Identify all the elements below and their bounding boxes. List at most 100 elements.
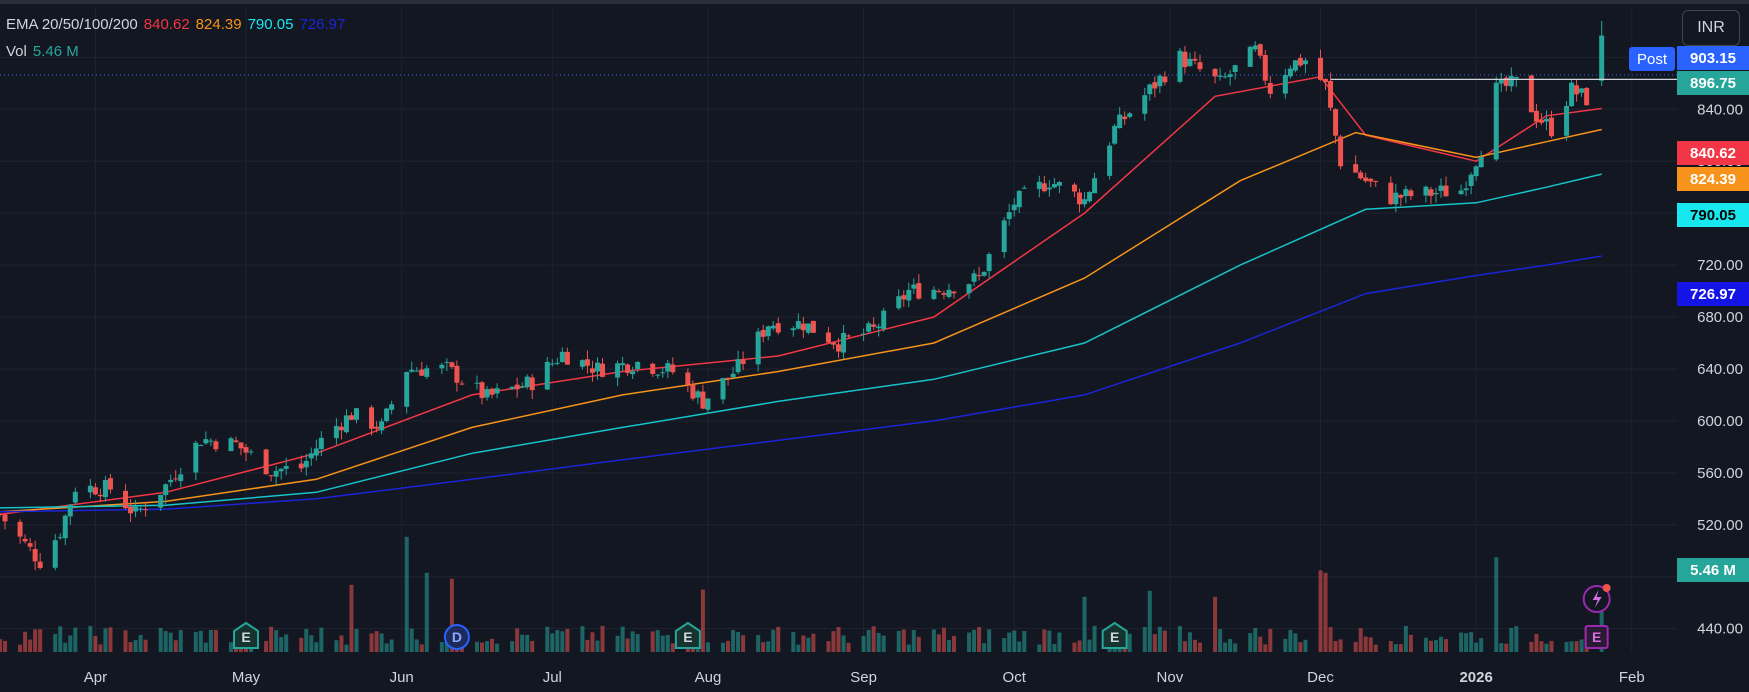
candle-body	[650, 363, 656, 374]
volume-bar	[705, 642, 710, 652]
candle-body	[1082, 199, 1088, 205]
candle-body	[790, 328, 796, 331]
volume-legend-label: Vol	[6, 43, 27, 60]
candle-body	[1056, 182, 1062, 186]
volume-bar	[620, 626, 625, 652]
volume-legend[interactable]: Vol 5.46 M	[6, 43, 85, 60]
candle-body	[37, 561, 43, 569]
y-tick-label: 440.00	[1697, 621, 1743, 638]
candle-body	[1498, 79, 1504, 84]
candle-body	[966, 284, 972, 294]
candle-body	[1368, 178, 1374, 182]
currency-button[interactable]: INR	[1682, 10, 1740, 46]
candle-body	[1373, 180, 1379, 182]
volume-bar	[1479, 638, 1484, 652]
volume-bar	[1474, 642, 1479, 652]
volume-bar	[274, 630, 279, 652]
candle-body	[1302, 60, 1308, 65]
volume-bar	[806, 637, 811, 652]
volume-bar	[389, 639, 394, 652]
candle-body	[584, 359, 590, 366]
candle-body	[308, 453, 314, 459]
volume-bar	[1082, 596, 1087, 652]
x-tick-label: May	[232, 669, 261, 686]
volume-bar	[1218, 629, 1223, 652]
volume-bar	[1022, 631, 1027, 652]
candle-body	[830, 342, 836, 345]
volume-bar	[108, 627, 113, 652]
event-marker-letter: E	[683, 629, 692, 645]
candle-body	[318, 437, 324, 450]
volume-bar	[480, 642, 485, 652]
volume-bar	[68, 635, 73, 652]
event-marker-d[interactable]: D	[443, 624, 470, 650]
volume-bar	[936, 634, 941, 652]
volume-bar	[901, 629, 906, 652]
ema50-tag: 824.39	[1677, 167, 1749, 191]
candle-body	[549, 363, 555, 365]
volume-bar	[510, 641, 515, 652]
candle-body	[1122, 116, 1128, 120]
ema-legend[interactable]: EMA 20/50/100/200 840.62 824.39 790.05 726.9…	[6, 16, 351, 33]
candle-body	[1051, 183, 1057, 188]
candle-body	[559, 351, 565, 362]
candle-body	[1112, 125, 1118, 144]
candle-body	[1533, 110, 1539, 122]
volume-bar	[379, 633, 384, 652]
x-tick-label: Sep	[850, 669, 877, 686]
volume-bar	[1393, 644, 1398, 652]
volume-bar	[269, 626, 274, 652]
volume-bar	[1534, 633, 1539, 652]
candle-body	[374, 426, 380, 429]
flash-alert-icon[interactable]	[1582, 584, 1611, 613]
volume-bar	[1433, 640, 1438, 652]
volume-bar	[1092, 625, 1097, 652]
volume-bar	[836, 627, 841, 652]
volume-bar	[700, 589, 705, 652]
event-marker-e[interactable]: E	[1584, 625, 1609, 649]
candle-body	[1147, 84, 1153, 95]
volume-bar	[1464, 633, 1469, 652]
candlesticks	[0, 20, 1605, 571]
volume-bar	[1233, 643, 1238, 652]
volume-bar	[279, 637, 284, 652]
event-marker-letter: E	[1110, 629, 1119, 645]
candle-body	[730, 373, 736, 378]
volume-bar	[449, 578, 454, 652]
candle-body	[800, 323, 806, 331]
volume-bar	[525, 634, 530, 652]
candle-body	[795, 321, 801, 329]
volume-bar	[173, 640, 178, 652]
volume-bar	[63, 642, 68, 652]
candle-body	[1318, 57, 1324, 80]
candle-body	[735, 359, 741, 373]
candle-body	[1016, 190, 1022, 208]
volume-bar	[1258, 636, 1263, 652]
volume-bar	[866, 629, 871, 652]
candle-body	[1177, 50, 1183, 82]
candle-body	[770, 325, 776, 329]
event-marker-e[interactable]: E	[1101, 621, 1128, 649]
volume-bar	[193, 632, 198, 652]
candle-body	[419, 369, 425, 376]
ema-line-ema100	[0, 173, 1602, 509]
volume-bar	[1263, 644, 1268, 652]
ema-legend-label: EMA 20/50/100/200	[6, 16, 138, 33]
candle-body	[298, 463, 304, 469]
volume-bar	[871, 626, 876, 652]
volume-bar	[1338, 639, 1343, 652]
ema-line-ema50	[0, 128, 1602, 513]
time-axis[interactable]: Apr May Jun Jul Aug Sep Oct Nov Dec 2026 Feb	[84, 669, 1645, 686]
candle-body	[353, 408, 359, 420]
candle-body	[1564, 105, 1570, 136]
x-tick-label: Apr	[84, 669, 107, 686]
volume-bar	[595, 640, 600, 652]
candle-body	[489, 388, 495, 395]
candle-body	[1006, 212, 1012, 220]
event-marker-e[interactable]: E	[233, 621, 260, 649]
event-marker-e[interactable]: E	[674, 621, 701, 649]
candle-body	[1107, 145, 1113, 176]
volume-bar	[1569, 641, 1574, 652]
